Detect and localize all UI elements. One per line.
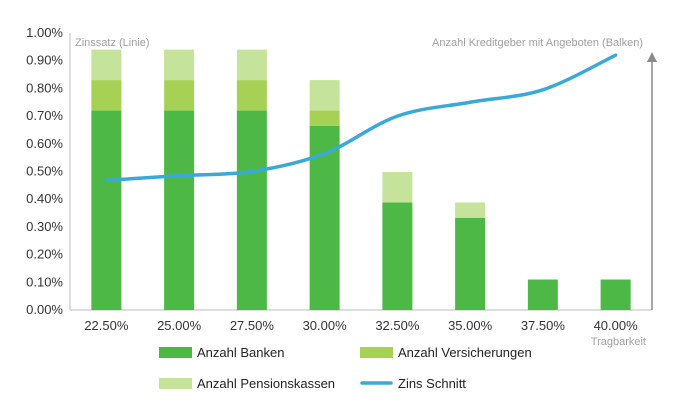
bar-segment-banken xyxy=(455,217,486,310)
x-tick-label: 40.00% xyxy=(594,318,639,333)
bar-segment-pensionskassen xyxy=(455,202,486,218)
bar-segment-banken xyxy=(527,279,558,310)
y-tick-label: 0.30% xyxy=(26,219,63,234)
y-tick-label: 0.10% xyxy=(26,274,63,289)
bar-segment-versicherungen xyxy=(91,80,122,111)
line-zins-schnitt xyxy=(104,53,618,183)
y-tick-labels: 0.00% 0.10% 0.20% 0.30% 0.40% 0.50% 0.60% 0.70%… xyxy=(26,25,63,317)
y-tick-label: 0.60% xyxy=(26,136,63,151)
x-tick-label: 37.50% xyxy=(521,318,566,333)
legend-label-versicherungen: Anzahl Versicherungen xyxy=(398,345,532,360)
x-tick-label: 22.50% xyxy=(84,318,129,333)
legend-swatch-versicherungen xyxy=(360,347,393,358)
y-tick-label: 0.70% xyxy=(26,108,63,123)
y-tick-label: 1.00% xyxy=(26,25,63,40)
bar-segment-banken xyxy=(600,279,631,310)
right-axis-arrow-head xyxy=(647,52,657,62)
y-tick-label: 0.90% xyxy=(26,53,63,68)
bar-segment-pensionskassen xyxy=(236,49,267,81)
bar-segment-pensionskassen xyxy=(382,172,413,203)
bar-segment-versicherungen xyxy=(164,80,195,111)
x-tick-label: 25.00% xyxy=(157,318,202,333)
line-group xyxy=(104,53,618,183)
x-tick-label: 27.50% xyxy=(230,318,275,333)
bar-segment-banken xyxy=(382,202,413,310)
right-axis-label: Anzahl Kreditgeber mit Angeboten (Balken… xyxy=(432,37,643,49)
x-tick-label: 30.00% xyxy=(303,318,348,333)
bar-segment-banken xyxy=(236,110,267,310)
bar-segment-pensionskassen xyxy=(91,49,122,81)
legend-swatch-pensionskassen xyxy=(159,378,192,389)
bar-segment-pensionskassen xyxy=(309,80,340,111)
bar-segment-versicherungen xyxy=(236,80,267,111)
x-tick-label: 35.00% xyxy=(448,318,493,333)
left-axis-label: Zinssatz (Linie) xyxy=(75,37,150,49)
bar-segment-banken xyxy=(91,110,122,310)
legend-label-banken: Anzahl Banken xyxy=(197,345,284,360)
legend-label-pensionskassen: Anzahl Pensionskassen xyxy=(197,376,335,391)
legend-swatch-banken xyxy=(159,347,192,358)
y-tick-label: 0.40% xyxy=(26,191,63,206)
y-tick-label: 0.80% xyxy=(26,80,63,95)
legend: Anzahl Banken Anzahl Versicherungen Anza… xyxy=(159,345,532,391)
legend-label-zins-schnitt: Zins Schnitt xyxy=(398,376,466,391)
bars-group xyxy=(91,49,631,310)
x-axis-label: Tragbarkeit xyxy=(591,336,646,348)
x-tick-labels: 22.50% 25.00% 27.50% 30.00% 32.50% 35.00% 37.5… xyxy=(84,318,638,333)
y-tick-label: 0.50% xyxy=(26,164,63,179)
bar-segment-banken xyxy=(164,110,195,310)
bar-segment-pensionskassen xyxy=(164,49,195,81)
y-tick-label: 0.00% xyxy=(26,302,63,317)
x-tick-label: 32.50% xyxy=(375,318,420,333)
bar-segment-versicherungen xyxy=(309,110,340,126)
y-tick-label: 0.20% xyxy=(26,247,63,262)
